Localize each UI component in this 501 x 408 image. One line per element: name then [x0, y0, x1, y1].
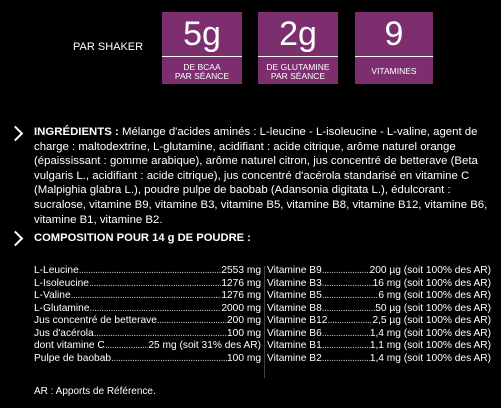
item-amount: 1276 mg — [221, 290, 261, 302]
bcaa-label: DE BCAA PAR SÉANCE — [162, 56, 242, 81]
item-amount: 1276 mg — [221, 277, 261, 289]
item-amount: 100 mg — [227, 352, 261, 364]
glutamine-stat-box: 2g DE GLUTAMINE PAR SÉANCE — [258, 12, 338, 84]
list-item: L-Glutamine 2000 mg — [34, 303, 261, 316]
bcaa-label-line2: PAR SÉANCE — [174, 71, 230, 81]
item-name: dont vitamine C — [34, 340, 105, 352]
item-name: Vitamine B9 — [267, 265, 322, 276]
item-name: Vitamine B5 — [267, 290, 322, 302]
item-amount: 25 mg (soit 31% des AR) — [148, 340, 261, 352]
list-item: Jus d'acérola 100 mg — [34, 328, 261, 341]
item-name: L-Isoleucine — [34, 277, 89, 289]
item-amount: 1,4 mg (soit 100% des AR) — [369, 327, 491, 339]
vitamins-label: VITAMINES — [355, 56, 433, 76]
item-name: Vitamine B8 — [267, 302, 322, 314]
ingredients-heading: INGRÉDIENTS : — [34, 126, 119, 138]
bcaa-value: 5g — [183, 15, 221, 53]
glutamine-label-line2: PAR SÉANCE — [270, 71, 326, 81]
column-divider — [264, 266, 265, 378]
list-item: Pulpe de baobab 100 mg — [34, 353, 261, 366]
chevron-right-icon — [7, 125, 24, 142]
list-item: L-Isoleucine 1276 mg — [34, 278, 261, 291]
item-amount: 2000 mg — [221, 302, 261, 314]
glutamine-label: DE GLUTAMINE PAR SÉANCE — [258, 56, 338, 81]
list-item: Vitamine B1 1,1 mg (soit 100% des AR) — [267, 340, 491, 353]
vitamins-value: 9 — [384, 15, 404, 53]
item-amount: 6 mg (soit 100% des AR) — [378, 290, 491, 302]
list-item: Vitamine B8 50 µg (soit 100% des AR) — [267, 303, 491, 316]
composition-right-list: Vitamine B9 200 µg (soit 100% des AR) Vit… — [267, 265, 491, 365]
item-name: Vitamine B6 — [267, 327, 322, 339]
list-item: L-Valine 1276 mg — [34, 290, 261, 303]
ingredients-block: INGRÉDIENTS : Mélange d'acides aminés : … — [34, 125, 494, 227]
item-name: L-Valine — [34, 290, 71, 302]
item-amount: 50 µg (soit 100% des AR) — [375, 302, 491, 314]
item-amount: 2,5 µg (soit 100% des AR) — [372, 315, 491, 327]
list-item: L-Leucine 2553 mg — [34, 265, 261, 278]
composition-title: COMPOSITION POUR 14 g DE POUDRE : — [34, 232, 251, 244]
composition-left-list: L-Leucine 2553 mg L-Isoleucine 1276 mg L-V… — [34, 265, 261, 365]
item-name: L-Glutamine — [34, 302, 90, 314]
item-amount: 200 mg — [227, 315, 261, 327]
list-item: Jus concentré de betterave 200 mg — [34, 315, 261, 328]
list-item: Vitamine B3 16 mg (soit 100% des AR) — [267, 278, 491, 291]
item-name: Pulpe de baobab — [34, 352, 112, 364]
item-amount: 1,1 mg (soit 100% des AR) — [369, 340, 491, 352]
list-item: Vitamine B9 200 µg (soit 100% des AR) — [267, 265, 491, 278]
per-shaker-label: PAR SHAKER — [73, 41, 144, 53]
ingredients-text: Mélange d'acides aminés : L-leucine - L-… — [34, 126, 488, 226]
item-amount: 2553 mg — [221, 265, 261, 276]
list-item: dont vitamine C 25 mg (soit 31% des AR) — [34, 340, 261, 353]
glutamine-label-line1: DE GLUTAMINE — [266, 62, 330, 72]
item-name: Jus d'acérola — [34, 327, 94, 339]
list-item: Vitamine B5 6 mg (soit 100% des AR) — [267, 290, 491, 303]
item-name: Vitamine B2 — [267, 352, 322, 364]
footnote: AR : Apports de Référence. — [34, 386, 156, 397]
item-amount: 16 mg (soit 100% des AR) — [372, 277, 491, 289]
item-name: Vitamine B12 — [267, 315, 328, 327]
item-name: Vitamine B1 — [267, 340, 322, 352]
item-amount: 1,4 mg (soit 100% des AR) — [369, 352, 491, 364]
item-amount: 200 µg (soit 100% des AR) — [369, 265, 491, 276]
item-name: Jus concentré de betterave — [34, 315, 157, 327]
item-amount: 100 mg — [227, 327, 261, 339]
vitamins-label-line1: VITAMINES — [371, 66, 417, 76]
list-item: Vitamine B2 1,4 mg (soit 100% des AR) — [267, 353, 491, 366]
bcaa-stat-box: 5g DE BCAA PAR SÉANCE — [162, 12, 242, 84]
item-name: L-Leucine — [34, 265, 79, 276]
item-name: Vitamine B3 — [267, 277, 322, 289]
chevron-right-icon — [7, 230, 24, 247]
list-item: Vitamine B6 1,4 mg (soit 100% des AR) — [267, 328, 491, 341]
list-item: Vitamine B12 2,5 µg (soit 100% des AR) — [267, 315, 491, 328]
glutamine-value: 2g — [279, 15, 317, 53]
vitamins-stat-box: 9 VITAMINES — [355, 12, 433, 84]
bcaa-label-line1: DE BCAA — [183, 62, 221, 72]
